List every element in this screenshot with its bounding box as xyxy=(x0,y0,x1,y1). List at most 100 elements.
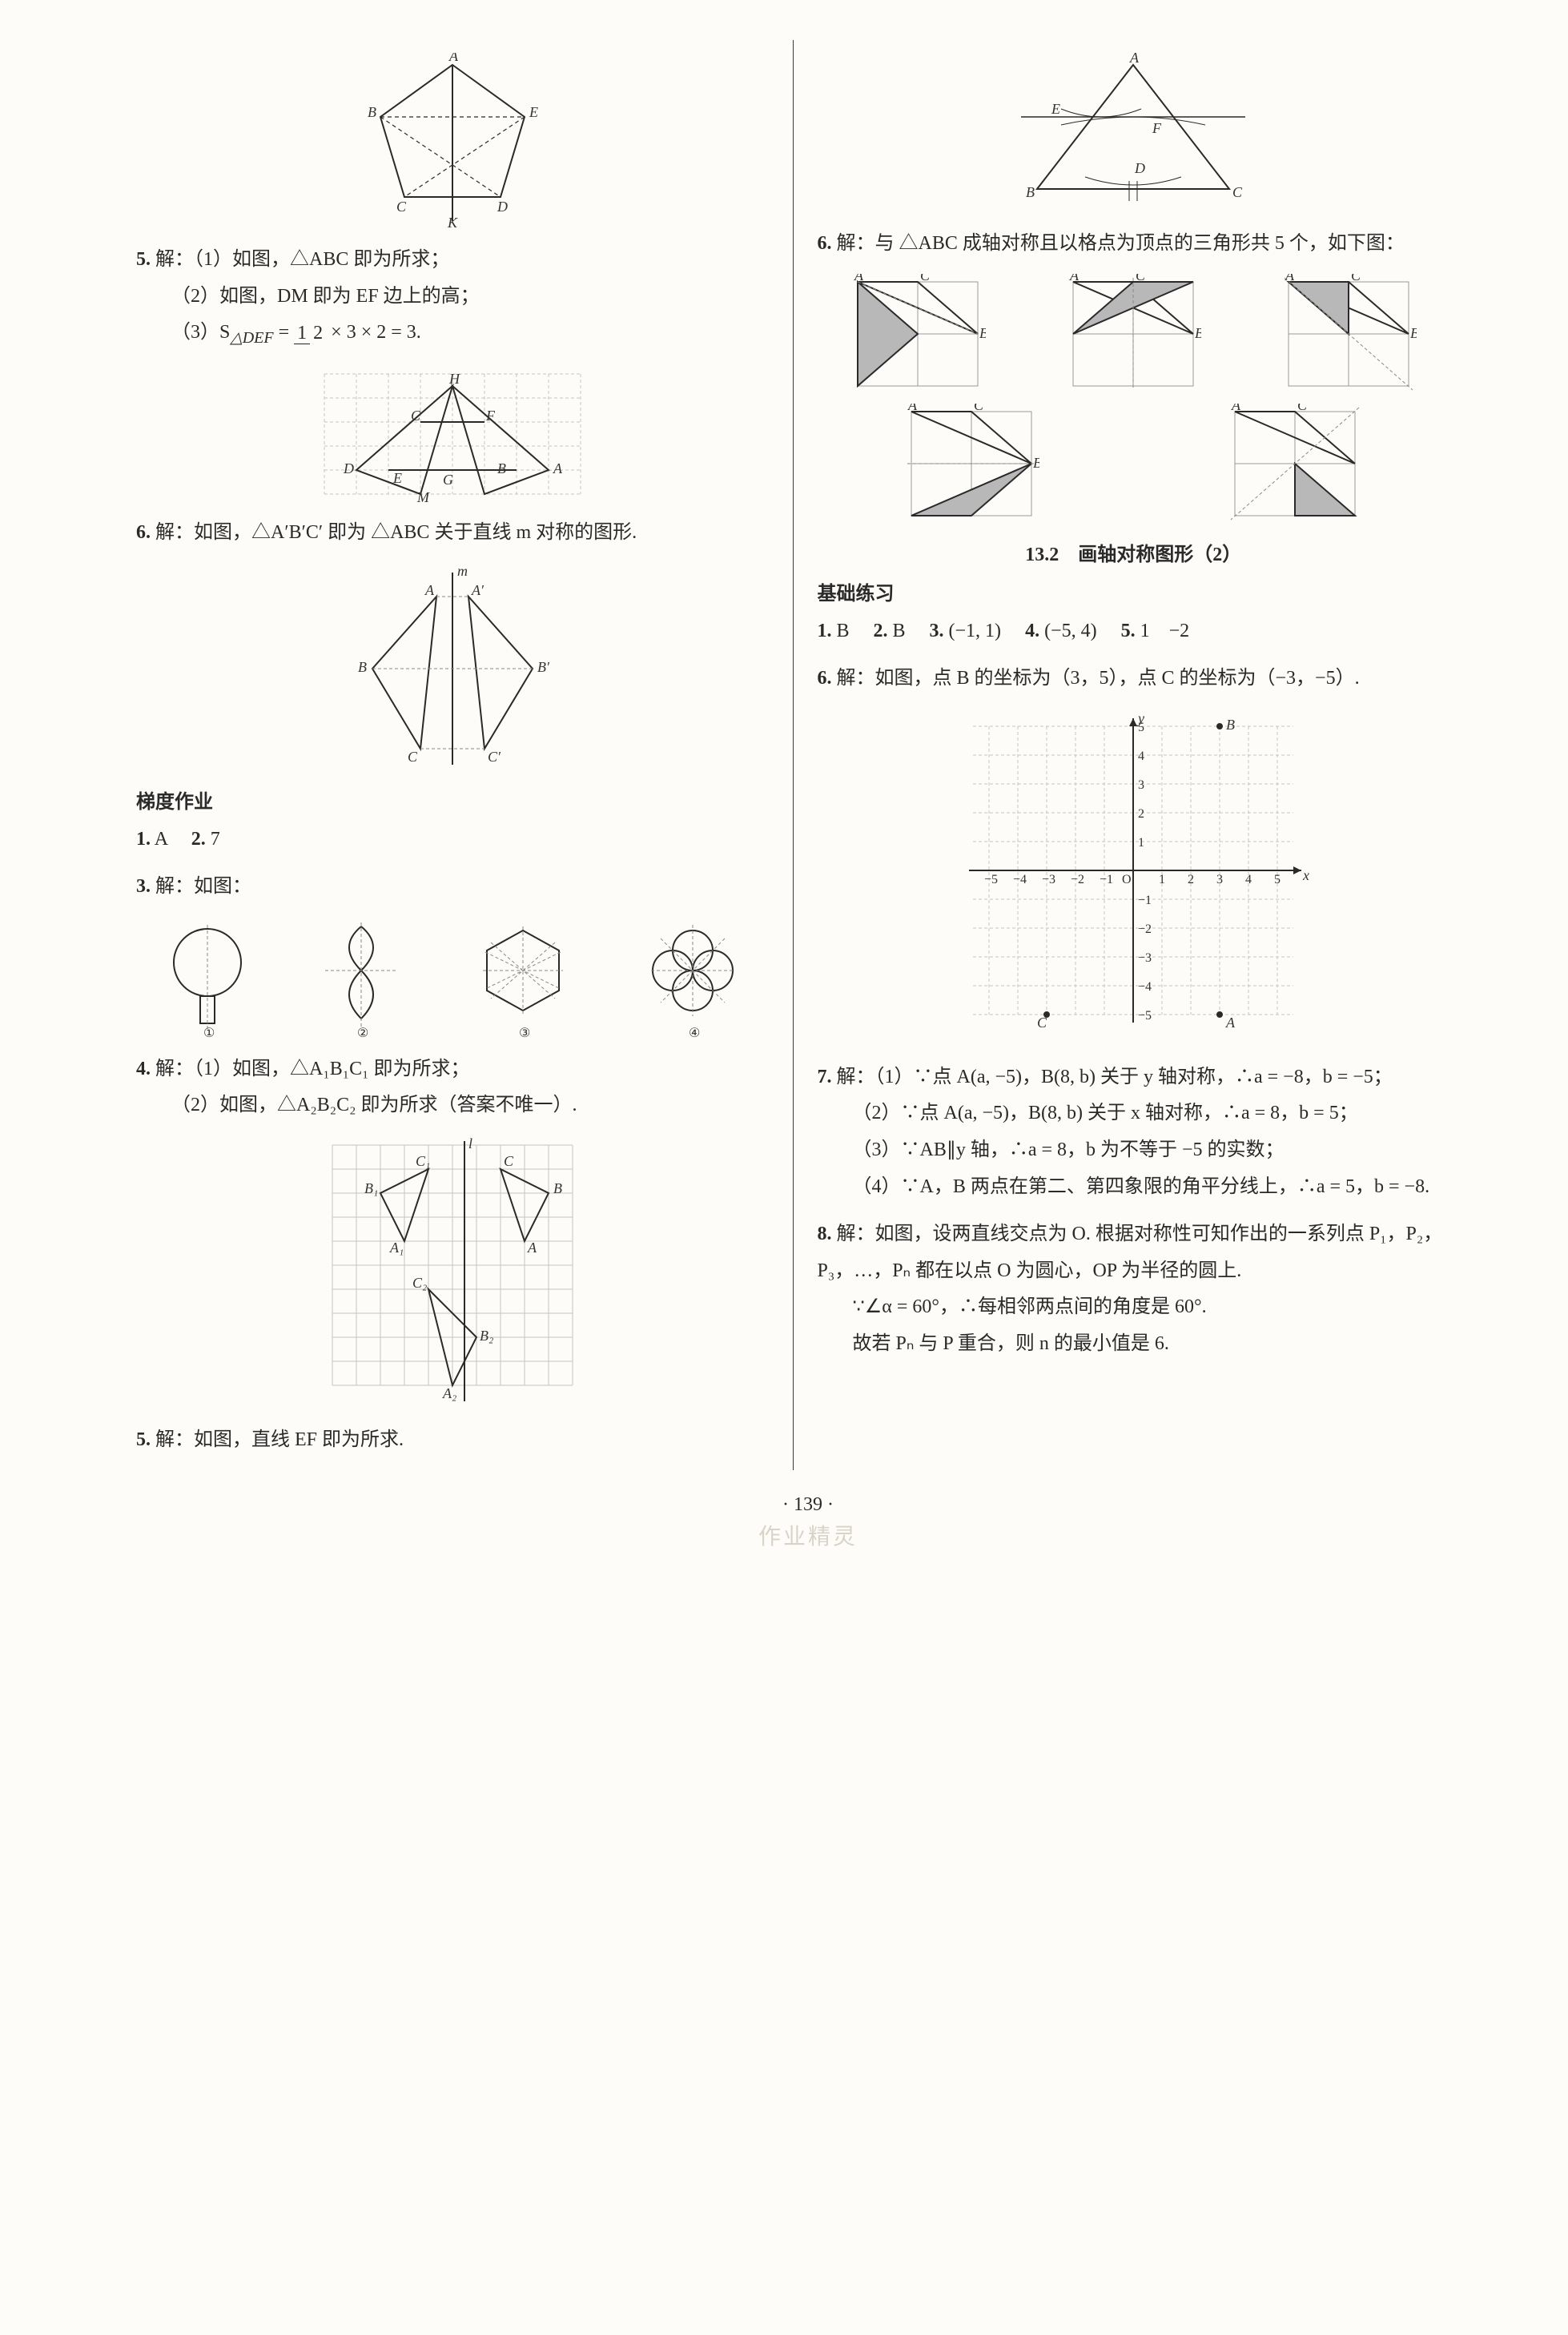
svg-text:C′: C′ xyxy=(488,749,501,765)
pentagon-diagram: A B E C D K xyxy=(136,53,769,229)
svg-text:②: ② xyxy=(357,1027,368,1039)
svg-text:C: C xyxy=(504,1153,514,1169)
right-q6: 6. 解：与 △ABC 成轴对称且以格点为顶点的三角形共 5 个，如下图： xyxy=(818,226,1450,263)
svg-text:A₁: A₁ xyxy=(389,1240,404,1256)
svg-text:C: C xyxy=(1232,184,1243,200)
symmetry-shapes: ① ② ③ xyxy=(136,918,769,1039)
svg-text:B: B xyxy=(1410,325,1417,341)
tidu-q4: 4. 解：（1）如图，△A₁B₁C₁ 即为所求； （2）如图，△A₂B₂C₂ 即… xyxy=(136,1051,769,1124)
svg-text:C₂: C₂ xyxy=(412,1275,427,1291)
left-q6: 6. 解：如图，△A′B′C′ 即为 △ABC 关于直线 m 对称的图形. xyxy=(136,515,769,552)
svg-text:H: H xyxy=(448,371,460,387)
q6-mirror-diagram: m A A′ B B′ C C′ xyxy=(136,565,769,773)
tidu-q3: 3. 解：如图： xyxy=(136,869,769,906)
svg-text:C: C xyxy=(396,199,407,215)
svg-text:4: 4 xyxy=(1245,873,1252,886)
triangle-arcs: A E F B D C xyxy=(818,53,1450,213)
svg-text:B₂: B₂ xyxy=(480,1328,493,1344)
svg-text:F: F xyxy=(1152,120,1162,136)
svg-text:A: A xyxy=(1129,53,1140,66)
svg-text:D: D xyxy=(343,460,354,476)
svg-text:x: x xyxy=(1302,867,1309,883)
svg-text:M: M xyxy=(416,489,430,502)
tidu-heading: 梯度作业 xyxy=(136,786,769,814)
jichu-row1: 1. B 2. B 3. (−1, 1) 4. (−5, 4) 5. 1 −2 xyxy=(818,613,1450,650)
five-triangles-2: A C B A C xyxy=(818,404,1450,524)
svg-text:B: B xyxy=(979,325,986,341)
tidu-q5: 5. 解：如图，直线 EF 即为所求. xyxy=(136,1422,769,1459)
title-13-2: 13.2 画轴对称图形（2） xyxy=(818,538,1450,566)
svg-text:A: A xyxy=(424,582,435,598)
svg-text:5: 5 xyxy=(1274,873,1281,886)
svg-text:2: 2 xyxy=(1138,807,1144,821)
svg-text:3: 3 xyxy=(1138,778,1144,792)
svg-text:B: B xyxy=(358,659,367,675)
svg-text:A: A xyxy=(1225,1015,1236,1031)
svg-text:C: C xyxy=(1037,1015,1047,1031)
svg-text:④: ④ xyxy=(689,1027,700,1039)
svg-text:l: l xyxy=(468,1137,472,1151)
svg-text:①: ① xyxy=(203,1027,215,1039)
svg-text:C: C xyxy=(974,404,984,413)
jichu-heading: 基础练习 xyxy=(818,577,1450,605)
jichu-q8: 8. 解：如图，设两直线交点为 O. 根据对称性可知作出的一系列点 P₁，P₂，… xyxy=(818,1216,1450,1362)
svg-text:B: B xyxy=(1226,717,1235,733)
svg-text:C₁: C₁ xyxy=(416,1153,430,1169)
svg-text:−1: −1 xyxy=(1100,873,1113,886)
svg-text:D: D xyxy=(497,199,508,215)
svg-text:E: E xyxy=(529,104,538,120)
svg-text:C: C xyxy=(411,408,421,424)
svg-text:B: B xyxy=(1195,325,1201,341)
svg-text:A: A xyxy=(448,53,459,64)
svg-text:B′: B′ xyxy=(537,659,550,675)
watermark: 作业精灵 xyxy=(112,1519,1504,1551)
svg-text:A: A xyxy=(907,404,918,413)
svg-text:A₂: A₂ xyxy=(442,1385,456,1401)
svg-text:B: B xyxy=(497,460,506,476)
q5-grid-diagram: H C F D E G B A M xyxy=(136,366,769,502)
svg-text:E: E xyxy=(1051,101,1060,117)
left-q5: 5. 解：（1）如图，△ABC 即为所求； （2）如图，DM 即为 EF 边上的… xyxy=(136,242,769,353)
svg-text:F: F xyxy=(485,408,496,424)
svg-text:B: B xyxy=(553,1180,562,1196)
svg-text:−2: −2 xyxy=(1138,922,1152,936)
svg-text:5: 5 xyxy=(1138,721,1144,734)
svg-text:A: A xyxy=(1285,274,1295,283)
svg-text:−2: −2 xyxy=(1071,873,1084,886)
svg-text:C: C xyxy=(1351,274,1361,283)
svg-text:1: 1 xyxy=(1159,873,1165,886)
svg-text:4: 4 xyxy=(1138,750,1144,763)
svg-text:−1: −1 xyxy=(1138,894,1152,907)
svg-text:−4: −4 xyxy=(1013,873,1027,886)
svg-text:A: A xyxy=(854,274,864,283)
svg-text:A′: A′ xyxy=(471,582,484,598)
svg-text:③: ③ xyxy=(519,1027,530,1039)
svg-text:G: G xyxy=(443,472,453,488)
svg-text:B: B xyxy=(368,104,376,120)
svg-text:A: A xyxy=(1069,274,1080,283)
svg-text:A: A xyxy=(553,460,563,476)
svg-text:C: C xyxy=(1136,274,1146,283)
jichu-q7: 7. 解：（1）∵点 A(a, −5)，B(8, b) 关于 y 轴对称，∴a … xyxy=(818,1059,1450,1205)
svg-text:−5: −5 xyxy=(1138,1009,1152,1023)
svg-text:1: 1 xyxy=(1138,836,1144,850)
svg-text:B₁: B₁ xyxy=(364,1180,378,1196)
svg-text:E: E xyxy=(392,470,402,486)
svg-text:m: m xyxy=(457,565,468,579)
svg-text:C: C xyxy=(408,749,418,765)
tidu-q1-q2: 1. A 2. 7 xyxy=(136,822,769,858)
svg-text:B: B xyxy=(1026,184,1035,200)
svg-text:C: C xyxy=(1297,404,1308,413)
right-column: A E F B D C 6. 解：与 △ABC 成轴对称且以格点为顶点的三角形共… xyxy=(794,40,1474,1470)
svg-text:C: C xyxy=(920,274,931,283)
jichu-q6: 6. 解：如图，点 B 的坐标为（3，5），点 C 的坐标为（−3，−5）. xyxy=(818,661,1450,697)
svg-text:B: B xyxy=(1033,455,1039,471)
svg-text:D: D xyxy=(1134,160,1145,176)
svg-text:−5: −5 xyxy=(984,873,998,886)
svg-text:3: 3 xyxy=(1216,873,1223,886)
svg-text:2: 2 xyxy=(1188,873,1194,886)
coord-grid: B A C x y −5 −4 −3 −2 −1 O 1 2 3 4 5 5 xyxy=(818,710,1450,1047)
left-column: A B E C D K 5. 解：（1）如图，△ABC 即为所求； （2）如图，… xyxy=(112,40,794,1470)
svg-text:O: O xyxy=(1122,873,1132,886)
svg-text:−4: −4 xyxy=(1138,980,1152,994)
